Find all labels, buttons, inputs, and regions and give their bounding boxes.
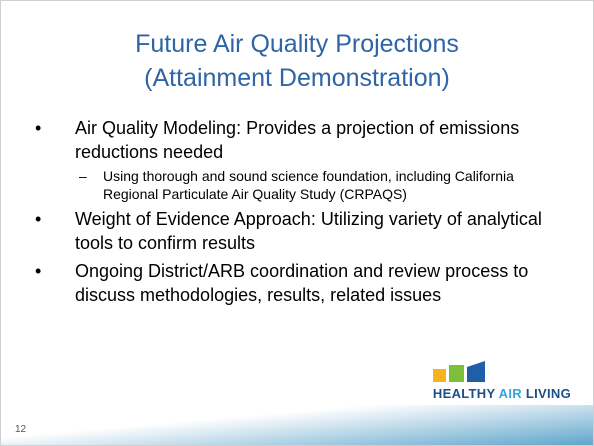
bullet-text: Weight of Evidence Approach: Utilizing v… bbox=[75, 209, 542, 253]
logo: HEALTHY AIR LIVING bbox=[433, 361, 571, 401]
bullet-dot: • bbox=[35, 209, 42, 229]
slide-body: • Air Quality Modeling: Provides a projec… bbox=[31, 116, 551, 311]
bullet-text: Air Quality Modeling: Provides a project… bbox=[75, 118, 520, 162]
sub-bullet-text: Using thorough and sound science foundat… bbox=[103, 168, 514, 202]
title-line: Future Air Quality Projections bbox=[135, 30, 459, 58]
sub-dash: – bbox=[79, 168, 87, 184]
slide-number: 12 bbox=[15, 424, 27, 435]
bullet: • Air Quality Modeling: Provides a projec… bbox=[31, 116, 551, 203]
footer-bar bbox=[1, 405, 593, 445]
title-line: (Attainment Demonstration) bbox=[144, 64, 450, 92]
logo-word: AIR bbox=[498, 386, 522, 401]
logo-word: HEALTHY bbox=[432, 386, 496, 401]
logo-word: LIVING bbox=[525, 386, 571, 401]
sub-bullet: – Using thorough and sound science founda… bbox=[75, 167, 551, 203]
bullet-dot: • bbox=[35, 118, 42, 138]
logo-text: HEALTHY AIR LIVING bbox=[433, 386, 571, 401]
bullet-dot: • bbox=[35, 261, 42, 281]
slide-title: Future Air Quality Projections (Attainmen… bbox=[1, 27, 593, 95]
bullet-text: Ongoing District/ARB coordination and re… bbox=[75, 261, 529, 305]
bullet: • Weight of Evidence Approach: Utilizing … bbox=[31, 207, 551, 255]
logo-icon bbox=[433, 361, 485, 382]
bullet: • Ongoing District/ARB coordination and r… bbox=[31, 259, 551, 307]
